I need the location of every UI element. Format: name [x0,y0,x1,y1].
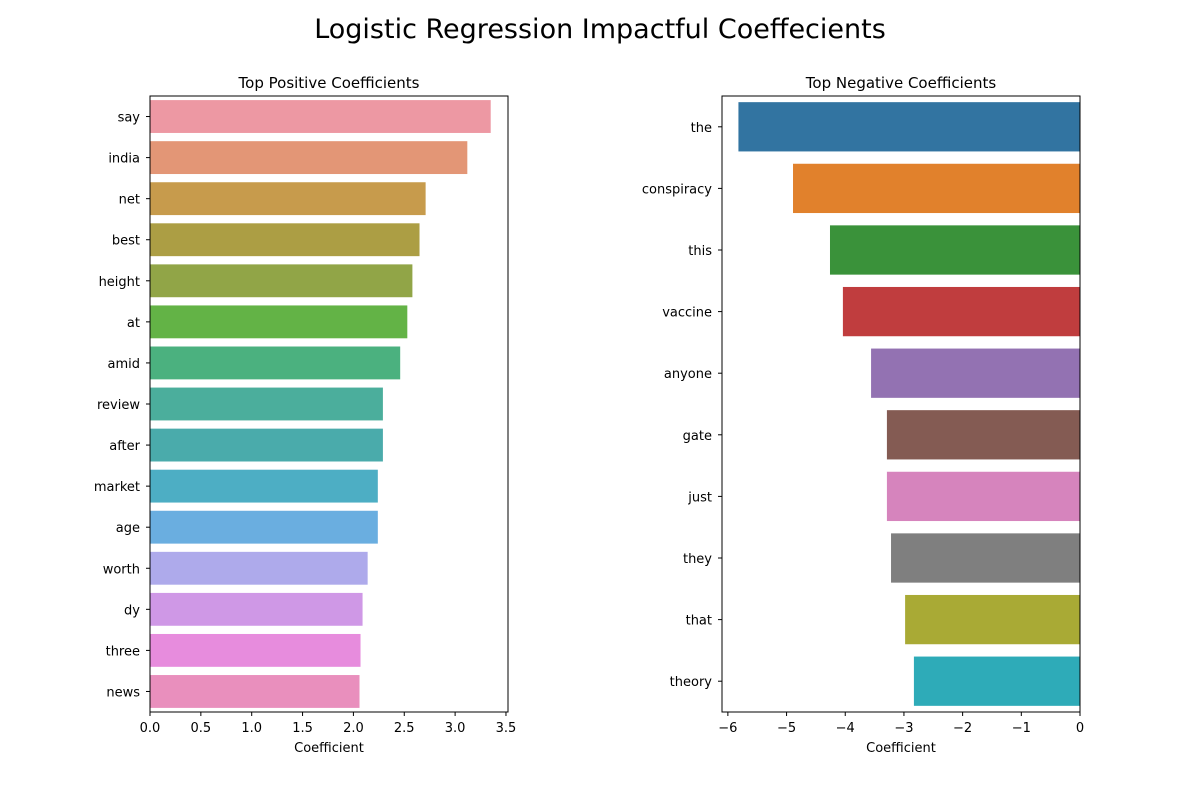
negative-y-axis: the conspiracy this vaccine anyone gate just th… [642,121,722,690]
negative-bar-vaccine [842,286,1080,337]
negative-bar-conspiracy [793,163,1080,214]
negative-bar-theory [913,656,1080,706]
positive-y-tick-label: amid [108,357,141,372]
negative-x-tick-label: −5 [777,721,796,736]
positive-y-tick-label: news [106,685,140,700]
negative-bar-this [829,225,1080,275]
positive-y-tick-label: worth [103,562,140,577]
positive-x-axis-label: Coefficient [294,741,364,756]
positive-y-tick-label: height [99,275,140,290]
positive-bar-dy [150,592,363,626]
negative-x-axis: −6 −5 −4 −3 −2 −1 0 [718,712,1084,736]
negative-y-tick-label: that [686,614,712,629]
negative-bar-gate [886,410,1080,460]
negative-x-tick-label: 0 [1076,721,1084,736]
positive-bar-after [150,428,383,462]
positive-plot-frame [149,95,509,713]
positive-x-tick-label: 2.5 [394,721,415,736]
positive-bar-say [150,100,491,133]
positive-x-tick-label: 3.5 [496,721,517,736]
positive-bar-news [150,675,360,708]
positive-coefficients-chart: Top Positive Coefficients say india net bes… [94,74,516,756]
negative-x-tick-label: −6 [718,721,737,736]
positive-bar-india [150,141,468,175]
negative-y-tick-label: conspiracy [642,182,712,197]
positive-bar-net [150,182,426,216]
positive-y-tick-label: after [109,439,140,454]
negative-plot-frame [721,95,1081,713]
negative-x-tick-label: −2 [953,721,972,736]
positive-chart-title: Top Positive Coefficients [238,74,420,92]
negative-y-tick-label: the [691,121,712,136]
positive-y-tick-label: market [94,480,140,495]
positive-bar-market [150,469,378,503]
negative-y-tick-label: just [687,490,712,505]
negative-x-tick-label: −1 [1012,721,1031,736]
positive-bar-review [150,387,383,421]
negative-bar-they [891,533,1080,583]
positive-y-tick-label: net [119,193,140,208]
positive-x-axis: 0.0 0.5 1.0 1.5 2.0 2.5 3.0 3.5 [140,712,517,736]
negative-y-tick-label: anyone [664,367,712,382]
positive-bar-at [150,305,408,339]
positive-bar-three [150,633,361,667]
positive-y-tick-label: at [127,316,140,331]
positive-bars [150,100,491,708]
positive-x-tick-label: 3.0 [445,721,466,736]
positive-y-tick-label: three [106,644,140,659]
positive-x-tick-label: 0.5 [191,721,212,736]
positive-y-axis: say india net best height at amid review after ma… [94,111,150,700]
positive-bar-best [150,223,420,257]
positive-bar-height [150,264,413,298]
negative-bar-that [905,594,1080,645]
negative-coefficients-chart: Top Negative Coefficients theconspiracyt… [642,74,1084,756]
positive-y-tick-label: best [112,234,140,249]
positive-bar-amid [150,346,401,380]
positive-bar-age [150,510,378,544]
negative-bar-anyone [871,348,1080,398]
positive-x-tick-label: 2.0 [343,721,364,736]
negative-x-tick-label: −4 [836,721,855,736]
figure-title: Logistic Regression Impactful Coeffecien… [314,14,886,45]
negative-x-tick-label: −3 [894,721,913,736]
negative-y-tick-label: they [683,552,712,567]
positive-x-tick-label: 0.0 [140,721,161,736]
positive-y-tick-label: india [108,152,140,167]
negative-y-tick-label: gate [683,429,712,444]
negative-bar-the [738,102,1080,152]
negative-y-tick-label: theory [670,675,713,690]
negative-x-axis-label: Coefficient [866,741,936,756]
positive-y-tick-label: dy [124,603,140,618]
negative-chart-title: Top Negative Coefficients [805,74,997,92]
negative-bars [738,102,1080,706]
positive-y-tick-label: say [118,111,141,126]
negative-bar-just [886,471,1080,522]
negative-y-tick-label: this [688,244,712,259]
positive-x-tick-label: 1.0 [241,721,262,736]
positive-y-tick-label: review [97,398,140,413]
positive-bar-worth [150,551,368,585]
positive-x-tick-label: 1.5 [292,721,313,736]
positive-y-tick-label: age [116,521,140,536]
negative-y-tick-label: vaccine [662,306,712,321]
